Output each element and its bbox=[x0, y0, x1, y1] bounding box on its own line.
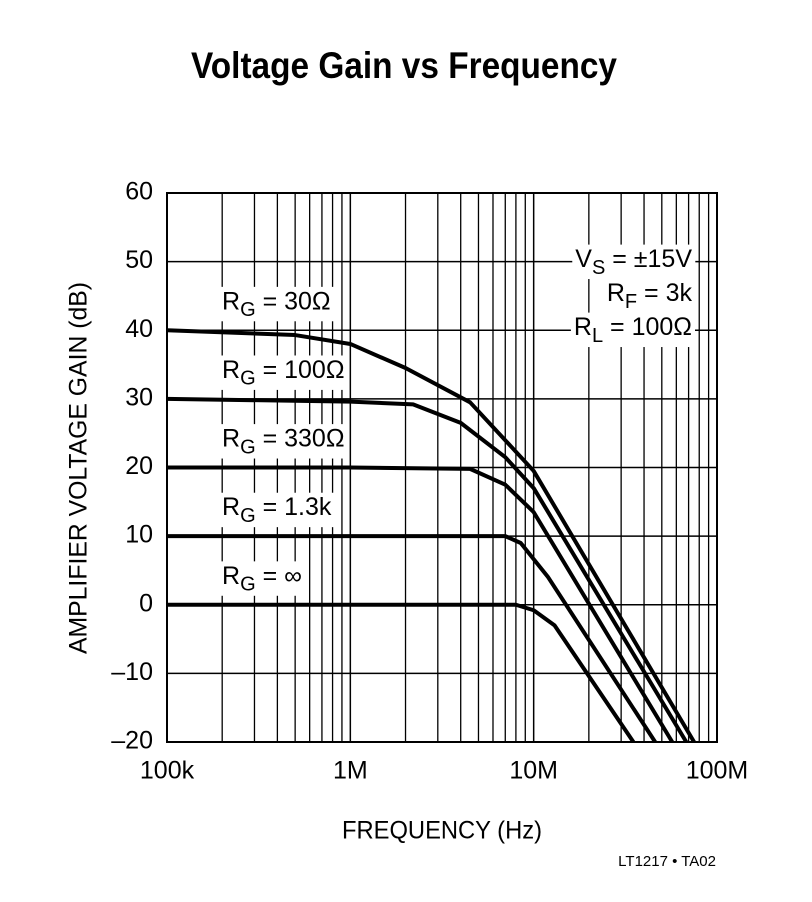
label-background bbox=[603, 278, 696, 314]
y-tick-label: 20 bbox=[125, 452, 153, 480]
annotation: RL = 100Ω bbox=[574, 313, 692, 347]
chart-title: Voltage Gain vs Frequency bbox=[191, 45, 617, 86]
label-background bbox=[219, 561, 305, 596]
series-line bbox=[166, 396, 689, 744]
x-axis-label: FREQUENCY (Hz) bbox=[342, 817, 542, 845]
x-tick-label: 1M bbox=[333, 757, 368, 785]
label-background bbox=[570, 312, 695, 348]
series-label: RG = 30Ω bbox=[222, 287, 331, 321]
y-tick-label: 40 bbox=[125, 315, 153, 343]
series-label: RG = 1.3k bbox=[222, 493, 332, 527]
y-tick-label: 60 bbox=[125, 178, 153, 206]
x-tick-label: 10M bbox=[509, 757, 558, 785]
y-tick-label: 10 bbox=[125, 521, 153, 549]
series-line bbox=[167, 465, 674, 744]
y-axis-label: AMPLIFIER VOLTAGE GAIN (dB) bbox=[65, 282, 93, 654]
series-label: RG = 100Ω bbox=[222, 355, 345, 389]
label-background bbox=[219, 286, 334, 322]
series-label: RG = ∞ bbox=[222, 561, 302, 595]
annotation: RF = 3k bbox=[607, 279, 693, 313]
footnote: LT1217 • TA02 bbox=[618, 853, 716, 870]
series-line bbox=[167, 602, 636, 744]
x-tick-label: 100k bbox=[140, 757, 195, 785]
series-label: RG = 330Ω bbox=[222, 424, 345, 458]
series-line bbox=[166, 328, 696, 744]
label-background bbox=[572, 244, 696, 280]
y-tick-label: –20 bbox=[111, 727, 153, 755]
label-background bbox=[219, 492, 335, 528]
series-line bbox=[167, 534, 657, 744]
annotation: VS = ±15V bbox=[575, 245, 692, 279]
label-background bbox=[219, 355, 348, 390]
x-tick-label: 100M bbox=[686, 757, 749, 785]
y-tick-label: 50 bbox=[125, 246, 153, 274]
y-tick-label: 30 bbox=[125, 383, 153, 411]
y-tick-label: 0 bbox=[139, 589, 153, 617]
y-tick-label: –10 bbox=[111, 658, 153, 686]
label-background bbox=[219, 424, 348, 459]
